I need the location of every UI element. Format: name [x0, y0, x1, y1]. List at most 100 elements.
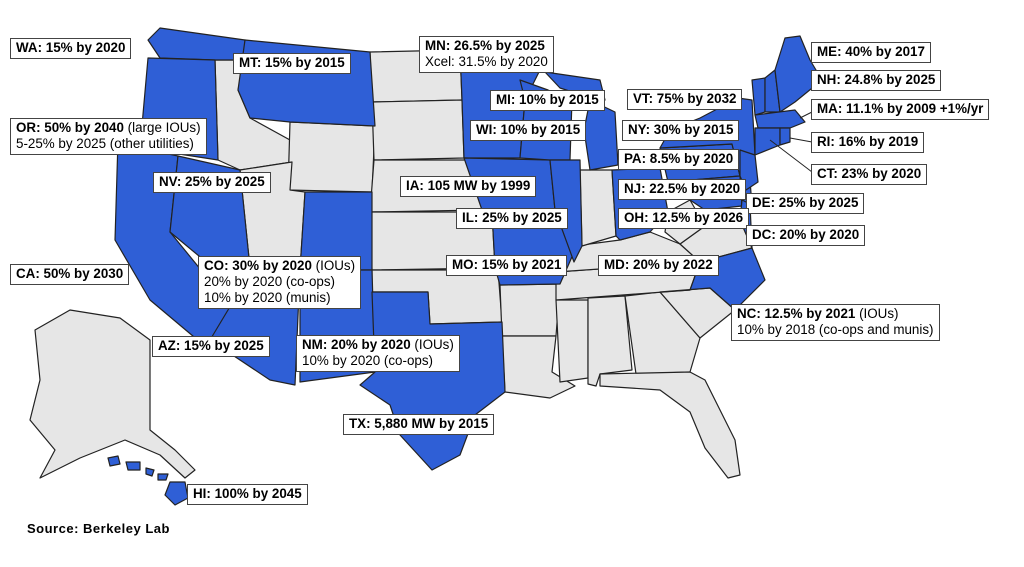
callout-tx-primary: TX: 5,880 MW by 2015 — [349, 416, 489, 431]
state-hi — [107, 455, 189, 506]
callout-co-line: 10% by 2020 (munis) — [204, 290, 355, 306]
callout-ma: MA: 11.1% by 2009 +1%/yr — [811, 99, 990, 120]
callout-wa-primary: WA: 15% by 2020 — [16, 40, 126, 55]
callout-ma-primary: MA: 11.1% by 2009 +1%/yr — [817, 101, 984, 116]
callout-ct: CT: 23% by 2020 — [811, 164, 928, 185]
callout-nv-primary: NV: 25% by 2025 — [159, 174, 265, 189]
callout-nc-detail: (IOUs) — [855, 306, 899, 321]
callout-nm-line: NM: 20% by 2020 (IOUs) — [302, 337, 454, 353]
state-wy — [287, 121, 376, 193]
callout-mo-primary: MO: 15% by 2021 — [452, 257, 562, 272]
callout-az-line: AZ: 15% by 2025 — [158, 338, 264, 354]
state-nc — [659, 247, 766, 311]
callout-nh-primary: NH: 24.8% by 2025 — [817, 72, 936, 87]
callout-mt: MT: 15% by 2015 — [233, 53, 351, 74]
state-ct — [754, 127, 781, 156]
callout-il: IL: 25% by 2025 — [456, 208, 568, 229]
callout-md-line: MD: 20% by 2022 — [604, 257, 713, 273]
callout-nc-line: NC: 12.5% by 2021 (IOUs) — [737, 306, 934, 322]
callout-pa: PA: 8.5% by 2020 — [618, 149, 740, 170]
callout-me-line: ME: 40% by 2017 — [817, 44, 925, 60]
callout-hi-line: HI: 100% by 2045 — [193, 486, 302, 502]
state-ak — [29, 309, 196, 479]
callout-mo: MO: 15% by 2021 — [446, 255, 568, 276]
leader-ma — [799, 111, 813, 119]
callout-mo-line: MO: 15% by 2021 — [452, 257, 561, 273]
callout-nm-detail: 10% by 2020 (co-ops) — [302, 353, 434, 368]
callout-or-detail: (large IOUs) — [123, 120, 201, 135]
state-vt — [751, 77, 766, 116]
callout-or-detail: 5-25% by 2025 (other utilities) — [16, 136, 194, 151]
leader-ct — [769, 139, 813, 173]
callout-co-primary: CO: 30% by 2020 — [204, 258, 312, 273]
callout-me-primary: ME: 40% by 2017 — [817, 44, 925, 59]
callout-co-line: CO: 30% by 2020 (IOUs) — [204, 258, 355, 274]
callout-or-line: 5-25% by 2025 (other utilities) — [16, 136, 201, 152]
callout-mn-primary: MN: 26.5% by 2025 — [425, 38, 545, 53]
callout-nj: NJ: 22.5% by 2020 — [618, 179, 747, 200]
callout-dc-line: DC: 20% by 2020 — [752, 227, 859, 243]
callout-tx: TX: 5,880 MW by 2015 — [343, 414, 495, 435]
callout-ri-primary: RI: 16% by 2019 — [817, 134, 919, 149]
state-ri — [779, 127, 791, 146]
callout-vt: VT: 75% by 2032 — [627, 89, 743, 110]
callout-hi-primary: HI: 100% by 2045 — [193, 486, 302, 501]
callout-ri: RI: 16% by 2019 — [811, 132, 925, 153]
state-ma — [754, 109, 806, 129]
callout-co-detail: 10% by 2020 (munis) — [204, 290, 331, 305]
callout-ia-primary: IA: 105 MW by 1999 — [406, 178, 531, 193]
callout-oh-primary: OH: 12.5% by 2026 — [624, 210, 744, 225]
callout-nj-primary: NJ: 22.5% by 2020 — [624, 181, 741, 196]
source-label: Source: Berkeley Lab — [27, 521, 170, 536]
callout-mn-detail: Xcel: 31.5% by 2020 — [425, 54, 548, 69]
callout-ri-line: RI: 16% by 2019 — [817, 134, 918, 150]
callout-oh-line: OH: 12.5% by 2026 — [624, 210, 743, 226]
callout-co-line: 20% by 2020 (co-ops) — [204, 274, 355, 290]
callout-nc-line: 10% by 2018 (co-ops and munis) — [737, 322, 934, 338]
callout-mt-primary: MT: 15% by 2015 — [239, 55, 345, 70]
state-wa — [147, 27, 246, 61]
callout-ia: IA: 105 MW by 1999 — [400, 176, 537, 197]
callout-nj-line: NJ: 22.5% by 2020 — [624, 181, 740, 197]
callout-nv-line: NV: 25% by 2025 — [159, 174, 265, 190]
callout-nh: NH: 24.8% by 2025 — [811, 70, 942, 91]
callout-ny-primary: NY: 30% by 2015 — [628, 122, 734, 137]
callout-dc-primary: DC: 20% by 2020 — [752, 227, 860, 242]
callout-az: AZ: 15% by 2025 — [152, 336, 270, 357]
callout-vt-primary: VT: 75% by 2032 — [633, 91, 737, 106]
callout-ca-line: CA: 50% by 2030 — [16, 266, 123, 282]
callout-wi-primary: WI: 10% by 2015 — [476, 122, 581, 137]
callout-mt-line: MT: 15% by 2015 — [239, 55, 345, 71]
callout-nh-line: NH: 24.8% by 2025 — [817, 72, 935, 88]
callout-wi: WI: 10% by 2015 — [470, 120, 587, 141]
callout-de: DE: 25% by 2025 — [746, 193, 865, 214]
callout-wa: WA: 15% by 2020 — [10, 38, 132, 59]
callout-hi: HI: 100% by 2045 — [187, 484, 308, 505]
callout-ny: NY: 30% by 2015 — [622, 120, 740, 141]
callout-nv: NV: 25% by 2025 — [153, 172, 271, 193]
state-fl — [599, 371, 741, 479]
callout-nc: NC: 12.5% by 2021 (IOUs) 10% by 2018 (co-… — [731, 304, 940, 341]
callout-or: OR: 50% by 2040 (large IOUs) 5-25% by 202… — [10, 118, 207, 155]
callout-me: ME: 40% by 2017 — [811, 42, 931, 63]
callout-mn-line: MN: 26.5% by 2025 — [425, 38, 548, 54]
callout-ia-line: IA: 105 MW by 1999 — [406, 178, 530, 194]
callout-vt-line: VT: 75% by 2032 — [633, 91, 736, 107]
callout-mn-line: Xcel: 31.5% by 2020 — [425, 54, 548, 70]
callout-nc-detail: 10% by 2018 (co-ops and munis) — [737, 322, 934, 337]
callout-co-detail: (IOUs) — [311, 258, 356, 273]
callout-nm-detail: (IOUs) — [410, 337, 454, 352]
state-in — [579, 169, 617, 247]
callout-mi: MI: 10% by 2015 — [490, 90, 605, 111]
state-al — [587, 295, 633, 387]
callout-oh: OH: 12.5% by 2026 — [618, 208, 750, 229]
callout-ma-line: MA: 11.1% by 2009 +1%/yr — [817, 101, 983, 117]
callout-md-primary: MD: 20% by 2022 — [604, 257, 713, 272]
state-ar — [499, 283, 561, 337]
callout-ca: CA: 50% by 2030 — [10, 264, 130, 285]
callout-pa-primary: PA: 8.5% by 2020 — [624, 151, 734, 166]
callout-nm-primary: NM: 20% by 2020 — [302, 337, 411, 352]
callout-ca-primary: CA: 50% by 2030 — [16, 266, 124, 281]
callout-nc-primary: NC: 12.5% by 2021 — [737, 306, 856, 321]
state-sd — [371, 99, 465, 161]
